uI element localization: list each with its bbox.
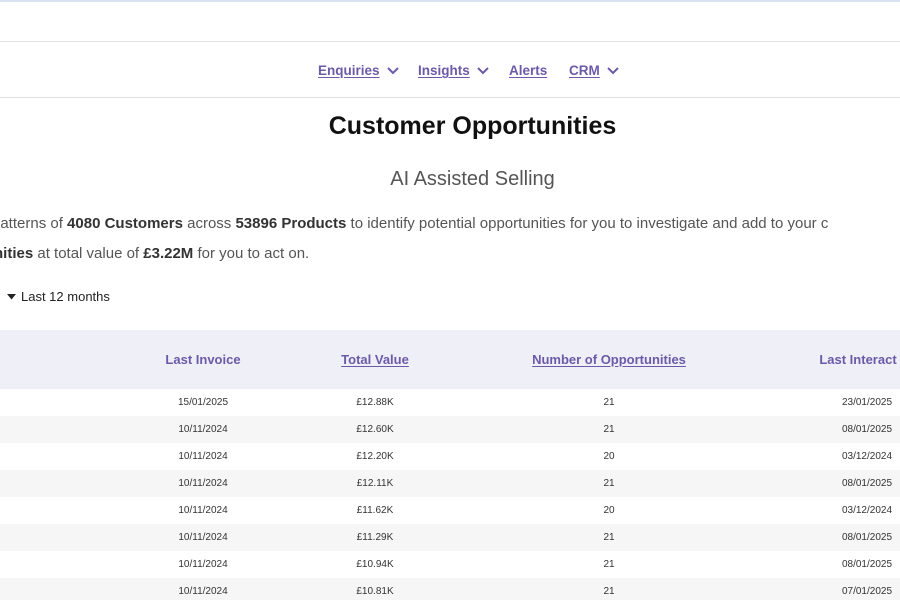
total-value-cell: £12.88K [356,397,394,408]
last-interaction-cell: 03/12/2024 [841,451,893,462]
total-opportunity-value: £3.22M [143,245,194,262]
nav-insights[interactable]: Insights [418,63,490,78]
column-header-last-interaction: Last Interact [819,352,897,367]
opportunities-cell: 21 [603,478,615,489]
opportunities-cell: 21 [603,559,615,570]
table-row[interactable]: 15/01/2025 £12.88K 21 23/01/2025 [0,389,900,416]
opportunities-cell: 20 [603,505,615,516]
last-interaction-cell: 07/01/2025 [841,586,893,597]
last-invoice-cell: 10/11/2024 [178,586,228,597]
customer-count: 4080 Customers [67,215,183,232]
last-invoice-cell: 10/11/2024 [178,424,228,435]
top-bar [0,0,900,42]
column-header-total-value[interactable]: Total Value [341,352,409,367]
last-invoice-cell: 10/11/2024 [178,478,228,489]
total-value-cell: £12.11K [356,478,394,489]
nav-alerts-label: Alerts [509,63,548,78]
table-row[interactable]: 10/11/2024 £10.81K 21 07/01/2025 [0,578,900,600]
period-selector[interactable]: Last 12 months [7,289,110,304]
main-nav: Enquiries Insights Alerts CRM [0,43,900,98]
last-interaction-cell: 08/01/2025 [841,559,893,570]
period-label: Last 12 months [21,289,110,304]
table-header: Last Invoice Total Value Number of Oppor… [0,330,900,389]
last-invoice-cell: 10/11/2024 [178,532,228,543]
total-value-cell: £11.62K [356,505,394,516]
last-interaction-cell: 08/01/2025 [841,478,893,489]
nav-crm[interactable]: CRM [569,63,620,78]
table-row[interactable]: 10/11/2024 £12.11K 21 08/01/2025 [0,470,900,497]
total-value-cell: £12.60K [356,424,394,435]
table-row[interactable]: 10/11/2024 £12.60K 21 08/01/2025 [0,416,900,443]
summary-text: at total value of [33,245,144,262]
summary-line-2: nities at total value of £3.22M for you … [0,245,309,262]
table-row[interactable]: 10/11/2024 £11.62K 20 03/12/2024 [0,497,900,524]
chevron-down-icon[interactable] [606,66,620,76]
opportunities-cell: 21 [603,424,615,435]
chevron-down-icon[interactable] [476,66,490,76]
last-interaction-cell: 08/01/2025 [841,424,893,435]
caret-down-icon[interactable] [7,293,16,300]
total-value-cell: £10.94K [356,559,394,570]
last-interaction-cell: 23/01/2025 [841,397,893,408]
chevron-down-icon[interactable] [386,66,400,76]
summary-text: for you to act on. [193,245,310,262]
page-title: Customer Opportunities [328,112,617,140]
summary-line-1: patterns of 4080 Customers across 53896 … [0,215,828,232]
last-invoice-cell: 10/11/2024 [178,451,228,462]
column-header-number-of-opportunities[interactable]: Number of Opportunities [532,352,686,367]
table-row[interactable]: 10/11/2024 £10.94K 21 08/01/2025 [0,551,900,578]
nav-enquiries-label: Enquiries [318,63,380,78]
last-interaction-cell: 03/12/2024 [841,505,893,516]
nav-insights-label: Insights [418,63,470,78]
opportunities-label: nities [0,245,34,262]
page-subtitle: AI Assisted Selling [390,168,555,190]
summary-text: patterns of [0,215,63,232]
total-value-cell: £10.81K [356,586,394,597]
nav-crm-label: CRM [569,63,600,78]
table-row[interactable]: 10/11/2024 £12.20K 20 03/12/2024 [0,443,900,470]
summary-text: across [182,215,236,232]
total-value-cell: £12.20K [356,451,394,462]
nav-enquiries[interactable]: Enquiries [318,63,400,78]
opportunities-cell: 21 [603,532,615,543]
opportunities-cell: 21 [603,586,615,597]
last-interaction-cell: 08/01/2025 [841,532,893,543]
last-invoice-cell: 15/01/2025 [177,397,229,408]
opportunities-cell: 20 [603,451,615,462]
last-invoice-cell: 10/11/2024 [178,505,228,516]
nav-alerts[interactable]: Alerts [509,63,547,78]
total-value-cell: £11.29K [356,532,394,543]
opportunities-cell: 21 [603,397,615,408]
table-row[interactable]: 10/11/2024 £11.29K 21 08/01/2025 [0,524,900,551]
column-header-last-invoice: Last Invoice [165,352,241,367]
product-count: 53896 Products [235,215,347,232]
summary-text: to identify potential opportunities for … [346,215,829,232]
last-invoice-cell: 10/11/2024 [178,559,228,570]
